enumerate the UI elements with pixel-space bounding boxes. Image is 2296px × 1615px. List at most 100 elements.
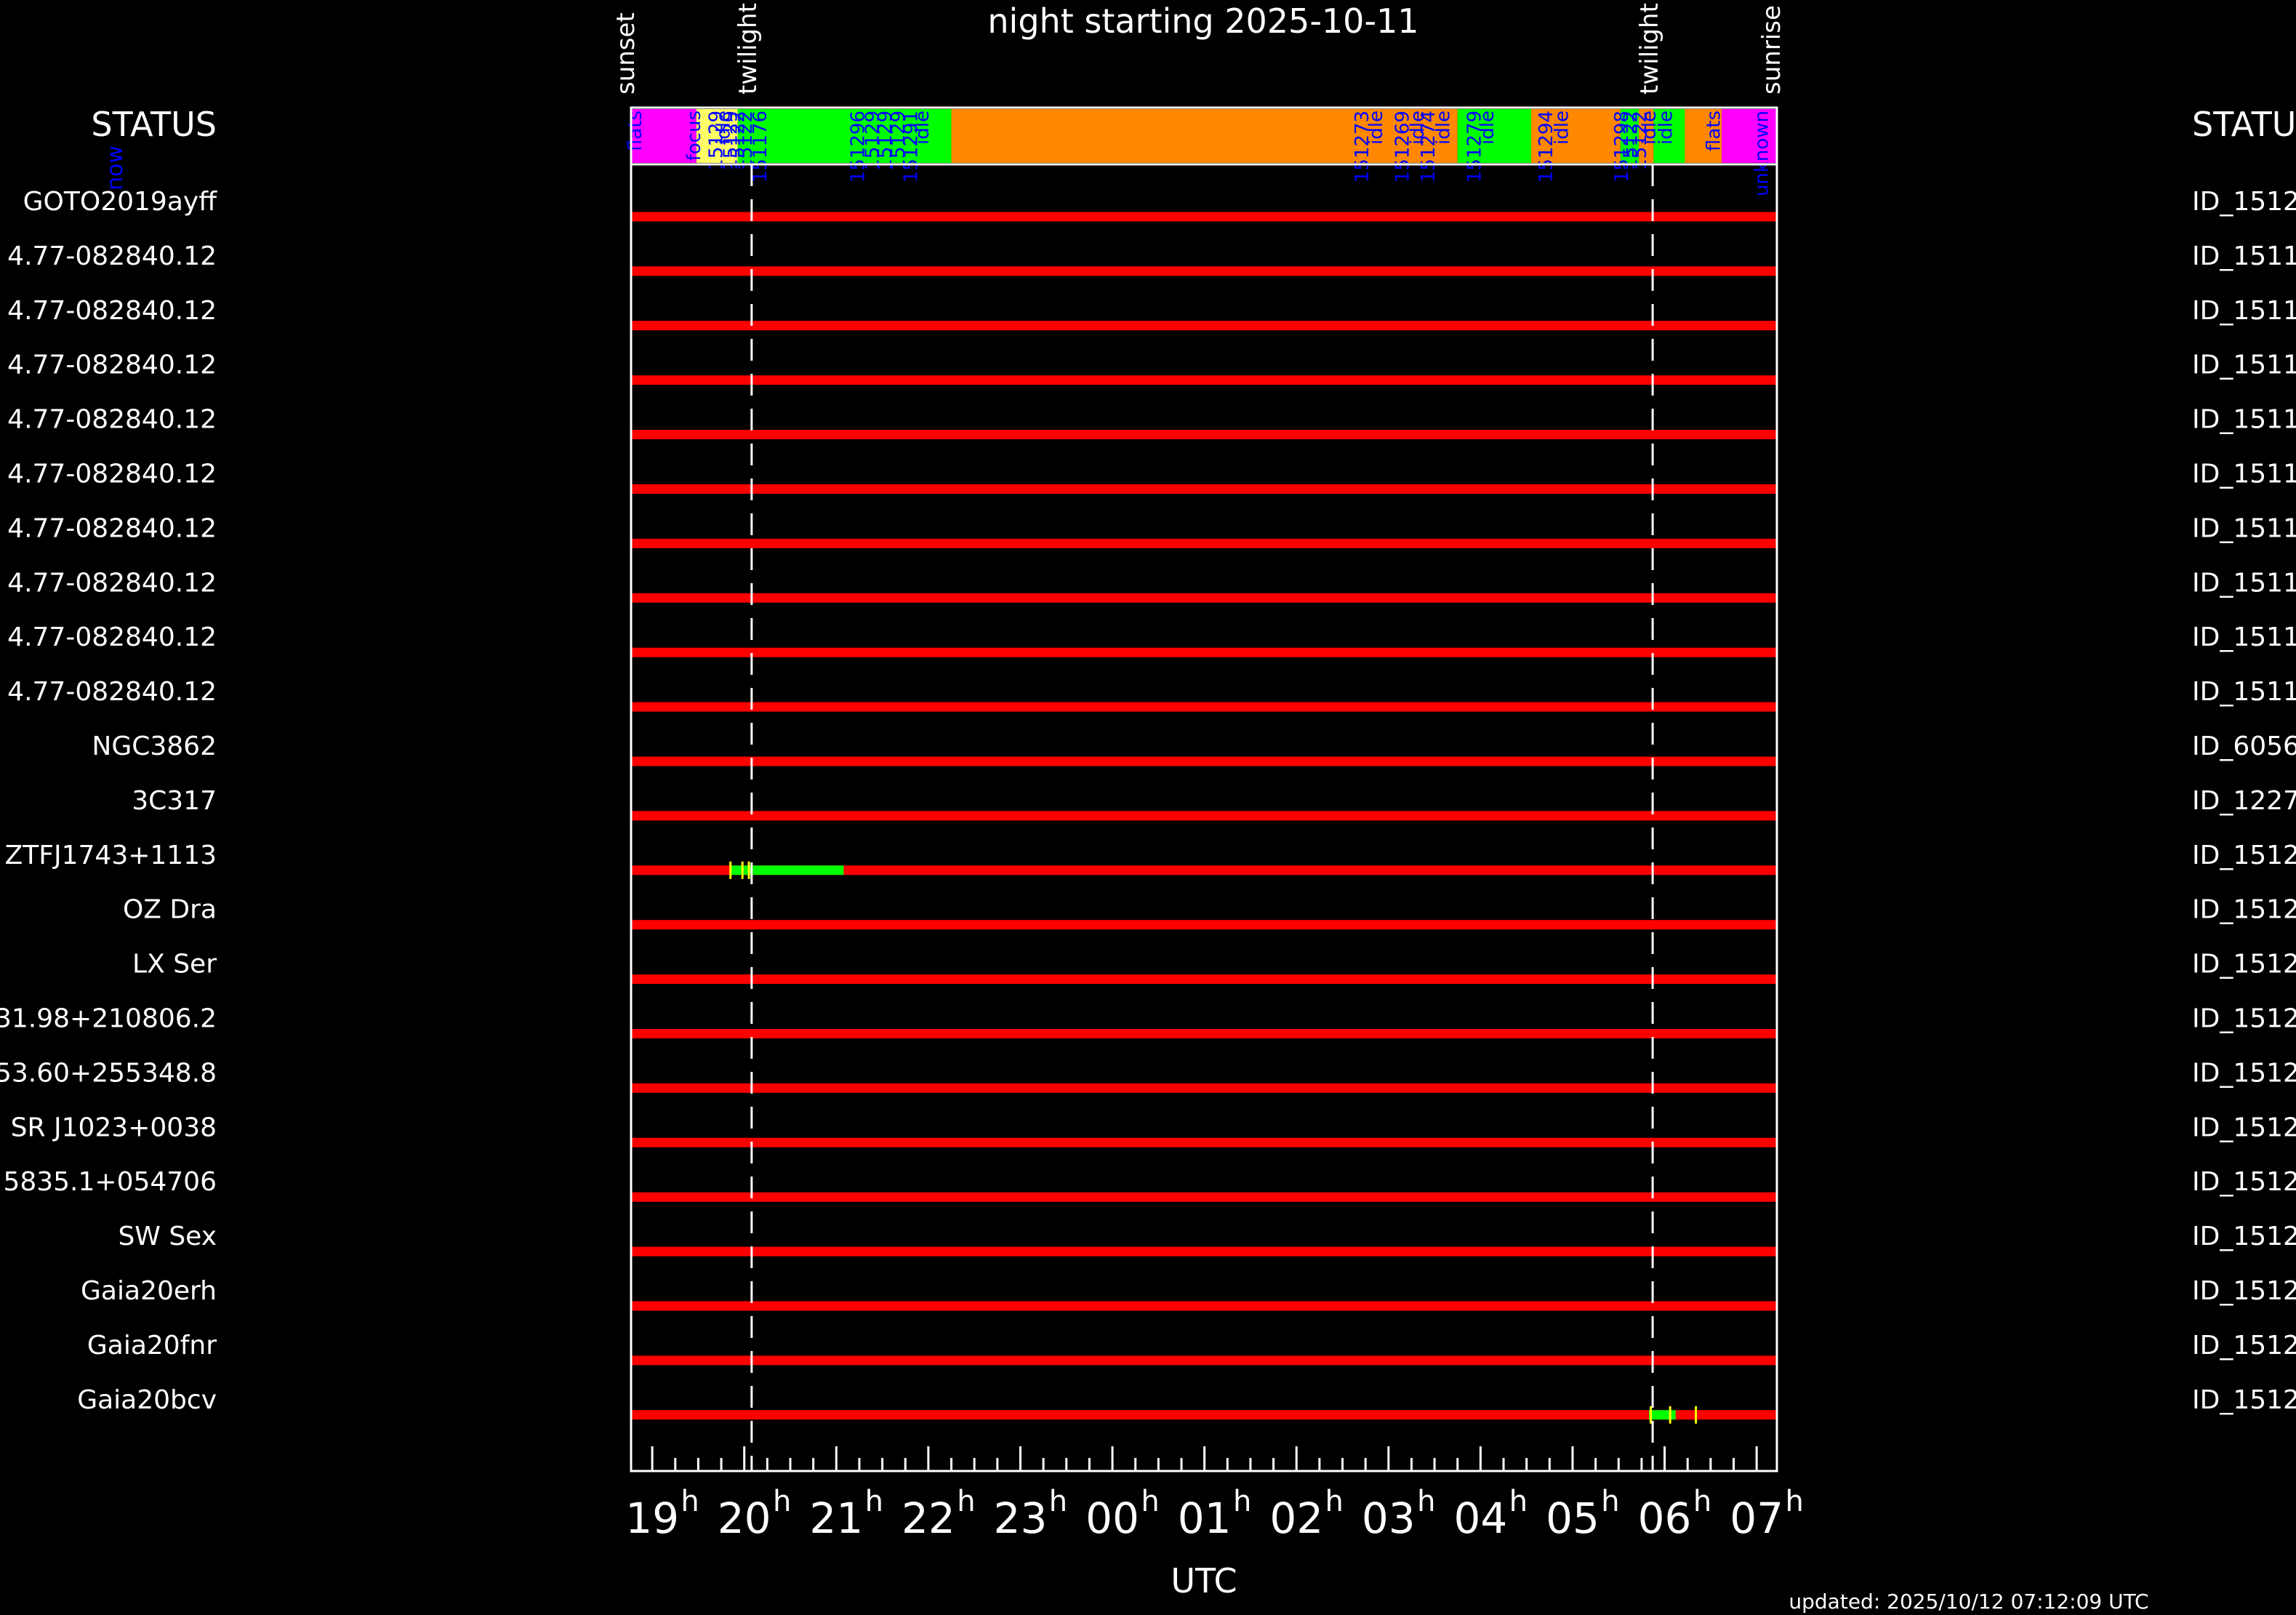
- status-annotation: 151296: [847, 111, 869, 183]
- target-name: 4.77-082840.12: [7, 405, 217, 435]
- status-bar-frame: [630, 106, 1778, 166]
- x-tick-label: 23: [994, 1494, 1048, 1543]
- target-id: ID_1511: [2192, 405, 2296, 435]
- status-annotation: 15129: [862, 111, 884, 171]
- target-name: 5835.1+054706: [3, 1167, 217, 1197]
- status-annotation: flats: [1703, 111, 1725, 151]
- target-name: SR J1023+0038: [11, 1113, 217, 1142]
- target-name: Gaia20erh: [81, 1276, 217, 1306]
- right-status-header: STATU: [2192, 105, 2296, 144]
- status-annotation: idle: [713, 111, 734, 145]
- status-annotation: 15122: [1621, 111, 1642, 171]
- status-segment-idle: [951, 109, 1458, 163]
- target-name: 3C317: [132, 786, 217, 816]
- target-id: ID_1512: [2192, 895, 2296, 925]
- target-id: ID_1511: [2192, 241, 2296, 271]
- x-tick-unit: h: [1049, 1485, 1067, 1518]
- target-id: ID_1512: [2192, 1222, 2296, 1251]
- x-tick-label: 01: [1178, 1494, 1232, 1543]
- status-segment-idle: [1639, 109, 1654, 163]
- target-name: 4.77-082840.12: [7, 513, 217, 543]
- x-tick-unit: h: [1141, 1485, 1159, 1518]
- status-annotation: 15129: [705, 111, 727, 171]
- target-id: ID_1511: [2192, 677, 2296, 707]
- target-name: 4.77-082840.12: [7, 241, 217, 271]
- target-id: ID_1512: [2192, 1113, 2296, 1142]
- target-id: ID_1511: [2192, 460, 2296, 489]
- status-annotation: idle: [912, 111, 934, 145]
- status-segment-observing: [1620, 109, 1639, 163]
- target-id: ID_1512: [2192, 950, 2296, 979]
- status-annotation: 151273: [1352, 111, 1373, 183]
- target-name: 4.77-082840.12: [7, 350, 217, 380]
- x-tick-unit: h: [1509, 1485, 1528, 1518]
- left-status-header: STATUS: [91, 105, 217, 144]
- status-annotation: idle: [1477, 111, 1498, 145]
- target-id: ID_1227: [2192, 786, 2296, 816]
- target-name: GOTO2019ayff: [23, 187, 218, 217]
- x-tick-label: 02: [1269, 1494, 1323, 1543]
- target-name: 4.77-082840.12: [7, 622, 217, 652]
- status-annotation: 15129: [720, 111, 742, 171]
- status-annotation: 15122: [728, 111, 750, 171]
- status-annotations: flats focus 15129idle151291512215122151176…: [625, 111, 1773, 196]
- target-name: Gaia20bcv: [77, 1385, 217, 1415]
- status-annotation: 151176: [750, 111, 771, 183]
- x-tick-unit: h: [1693, 1485, 1711, 1518]
- evening-twilight-label: twilight: [734, 3, 763, 95]
- target-id: ID_1511: [2192, 622, 2296, 652]
- status-annotation: 151298: [1611, 111, 1633, 183]
- status-annotation: 151274: [1418, 111, 1440, 183]
- x-tick-unit: h: [1325, 1485, 1344, 1518]
- x-tick-unit: h: [957, 1485, 975, 1518]
- target-name: 4.77-082840.12: [7, 296, 217, 326]
- x-tick-label: 04: [1453, 1494, 1507, 1543]
- x-tick-label: 20: [718, 1494, 771, 1543]
- status-annotation: idle: [1655, 111, 1677, 145]
- target-id: ID_1512: [2192, 841, 2296, 870]
- target-name: ZTFJ1743+1113: [5, 841, 217, 870]
- now-label: now: [103, 145, 128, 191]
- status-bar: [631, 109, 1777, 163]
- status-annotation: 15129: [875, 111, 896, 171]
- status-annotation: 15122: [735, 111, 757, 171]
- target-rows: GOTO2019ayff ID_1512 4.77-082840.12 ID_1511…: [0, 187, 2296, 1424]
- x-axis: 19 h 20 h 21 h 22 h 23 h 00 h 01 h 02 h 03 h 04 h 05 h 06 h 07 h: [625, 1446, 1804, 1543]
- target-name: 4.77-082840.12: [7, 568, 217, 598]
- target-name: 4.77-082840.12: [7, 460, 217, 489]
- x-tick-label: 07: [1730, 1494, 1783, 1543]
- status-annotation: 15129: [888, 111, 910, 171]
- x-tick-unit: h: [681, 1485, 699, 1518]
- target-name: 4.77-082840.12: [7, 677, 217, 707]
- target-name: 31.98+210806.2: [0, 1004, 217, 1034]
- target-id: ID_1512: [2192, 1276, 2296, 1306]
- status-segment-observing: [1653, 109, 1685, 163]
- x-tick-unit: h: [1417, 1485, 1435, 1518]
- status-annotation: focus: [683, 111, 705, 161]
- x-tick-label: 06: [1638, 1494, 1692, 1543]
- status-segment-idle: [1531, 109, 1621, 163]
- target-name: OZ Dra: [123, 895, 217, 925]
- status-segment-observing: [1457, 109, 1532, 163]
- x-tick-label: 22: [902, 1494, 955, 1543]
- target-id: ID_1512: [2192, 1385, 2296, 1415]
- chart-title: night starting 2025-10-11: [987, 1, 1418, 41]
- updated-timestamp: updated: 2025/10/12 07:12:09 UTC: [1789, 1590, 2148, 1614]
- x-tick-unit: h: [1785, 1485, 1803, 1518]
- x-tick-label: 21: [809, 1494, 863, 1543]
- status-annotation: 15122: [1629, 111, 1651, 171]
- target-id: ID_1511: [2192, 568, 2296, 598]
- target-name: NGC3862: [92, 732, 217, 761]
- x-tick-label: 05: [1546, 1494, 1599, 1543]
- status-segment-focus: [696, 109, 738, 163]
- target-id: ID_1512: [2192, 1004, 2296, 1034]
- status-annotation: idle: [1407, 111, 1429, 145]
- status-annotation: idle: [1432, 111, 1454, 145]
- status-segment-flats: [631, 109, 697, 163]
- status-annotation: unknown: [1751, 111, 1773, 196]
- target-name: SW Sex: [118, 1222, 217, 1251]
- x-tick-unit: h: [1233, 1485, 1251, 1518]
- target-id: ID_6056: [2192, 732, 2296, 761]
- status-annotation: 151269: [1392, 111, 1414, 183]
- status-annotation: 151294: [1536, 111, 1557, 183]
